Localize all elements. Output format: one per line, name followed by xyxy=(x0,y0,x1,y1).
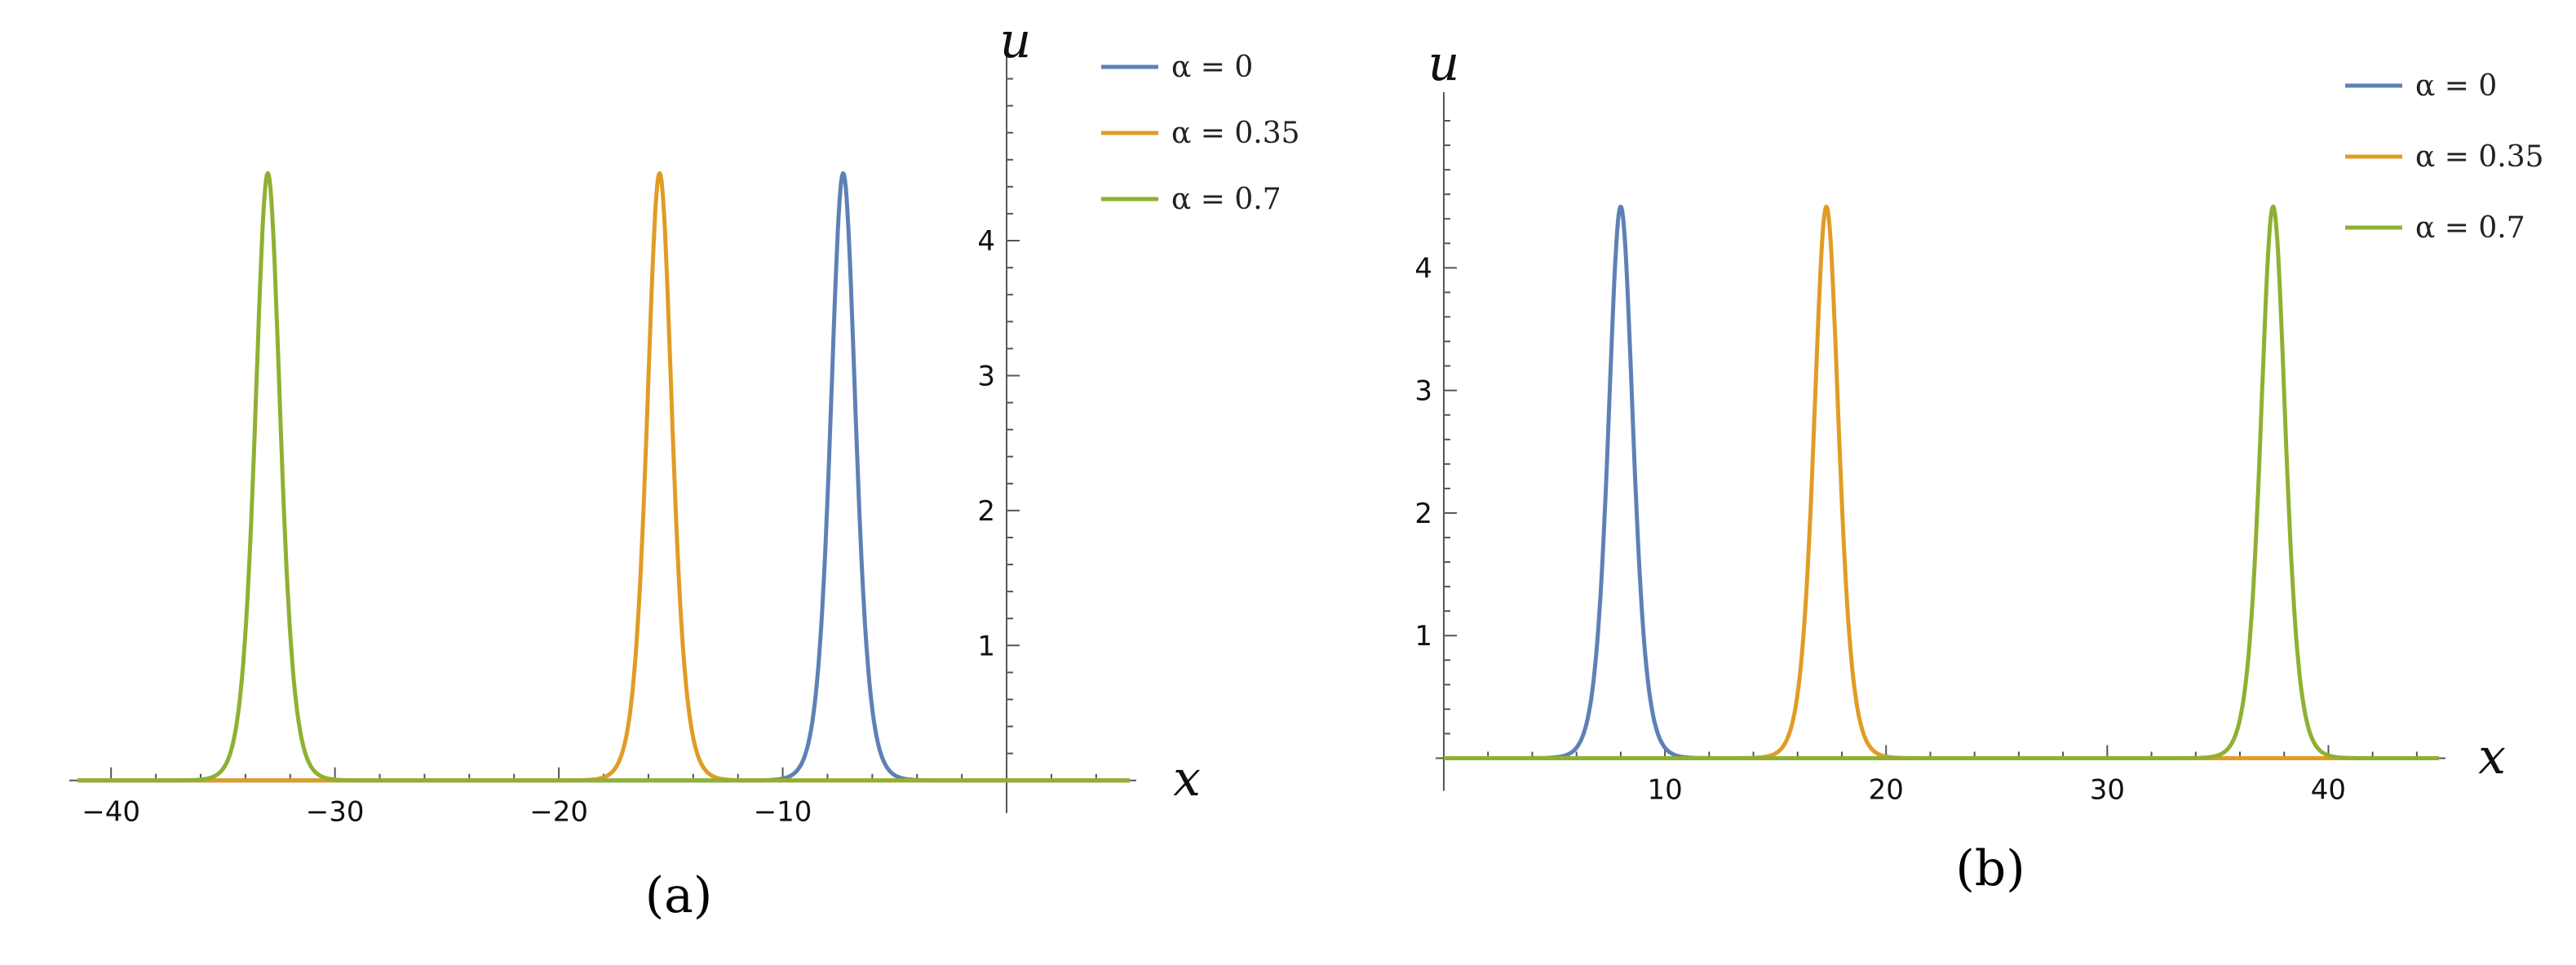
legend-label: α = 0.35 xyxy=(1171,117,1300,150)
legend-label: α = 0 xyxy=(1171,51,1253,84)
y-tick-label: 3 xyxy=(977,360,995,392)
x-tick-label: −20 xyxy=(529,796,588,829)
series-line-3 xyxy=(76,170,1131,783)
x-tick-label: −30 xyxy=(306,796,365,829)
x-tick-label: 30 xyxy=(2090,773,2125,806)
y-tick-label: 2 xyxy=(1414,498,1432,530)
series-line-3 xyxy=(1442,204,2441,760)
legend-label: α = 0.7 xyxy=(1171,183,1281,216)
y-tick-label: 4 xyxy=(977,225,995,258)
x-axis-title: x xyxy=(2478,728,2506,786)
panel-label: (a) xyxy=(645,867,713,924)
chart-panel-a: −40 −30 −20 −10 1 2 3 4 x u α = 0 α = 0.35 α = 0.7 (a… xyxy=(69,12,1300,924)
x-tick-label: −10 xyxy=(754,796,812,829)
chart-panel-b: 10 20 30 40 1 2 3 4 x u α = 0 α = 0.35 α = 0.7 (b) xyxy=(1414,35,2543,897)
x-tick-label: 40 xyxy=(2311,773,2346,806)
x-axis-title: x xyxy=(1173,750,1201,808)
y-tick-label: 1 xyxy=(977,630,995,662)
y-axis-title: u xyxy=(1428,35,1460,92)
y-tick-label: 1 xyxy=(1414,620,1432,653)
y-tick-label: 2 xyxy=(977,495,995,528)
y-axis-title: u xyxy=(1000,12,1032,69)
x-tick-label: 10 xyxy=(1647,773,1682,806)
y-tick-label: 3 xyxy=(1414,375,1432,408)
legend-label: α = 0 xyxy=(2415,69,2497,103)
x-tick-label: −40 xyxy=(82,796,140,829)
series-line-2 xyxy=(76,170,1131,783)
x-tick-label: 20 xyxy=(1869,773,1904,806)
legend-label: α = 0.7 xyxy=(2415,211,2525,245)
series-line-1 xyxy=(76,170,1131,783)
panel-label: (b) xyxy=(1955,840,2025,897)
y-tick-label: 4 xyxy=(1414,252,1432,285)
legend-label: α = 0.35 xyxy=(2415,140,2544,174)
